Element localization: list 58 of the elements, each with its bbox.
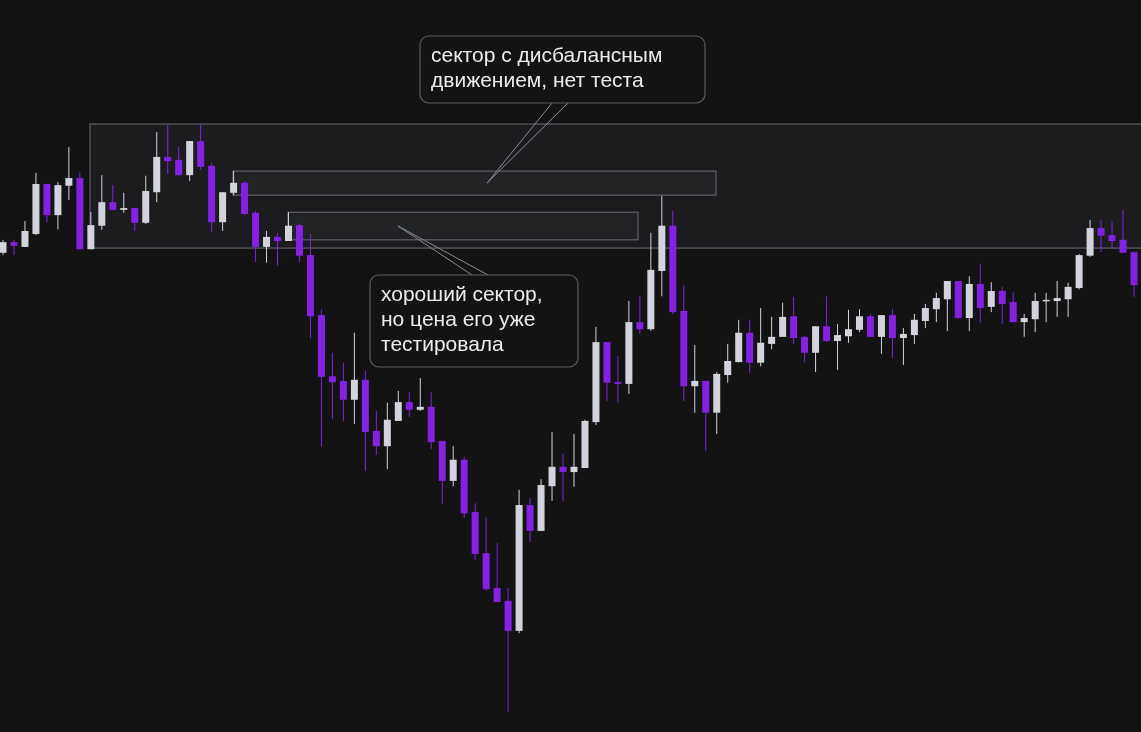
candlestick xyxy=(790,296,798,345)
candlestick xyxy=(910,313,918,345)
candlestick xyxy=(757,307,765,367)
candlestick xyxy=(339,362,347,422)
candlestick xyxy=(285,211,292,242)
candlestick xyxy=(1031,292,1039,333)
candlestick xyxy=(230,170,238,196)
candlestick xyxy=(768,316,776,350)
candlestick xyxy=(636,295,644,335)
candlestick xyxy=(987,281,995,313)
candlestick xyxy=(845,309,853,344)
candlestick xyxy=(866,313,874,338)
candlestick xyxy=(405,391,413,418)
candlestick xyxy=(834,323,842,371)
candlestick xyxy=(372,410,380,456)
candlestick xyxy=(779,302,787,338)
candlestick xyxy=(899,327,907,366)
candlestick xyxy=(932,292,940,323)
candlestick xyxy=(416,377,424,412)
candlestick xyxy=(888,308,896,359)
candlestick xyxy=(21,220,29,248)
candlestick xyxy=(1108,220,1116,249)
text: сектор с дисбалансным движением, нет теста xyxy=(431,43,663,91)
candlestick xyxy=(1097,219,1105,253)
candlestick xyxy=(823,295,831,343)
candlestick xyxy=(394,390,402,422)
candlestick xyxy=(164,124,172,175)
candlestick xyxy=(131,207,139,232)
candlestick xyxy=(493,542,501,603)
candlestick xyxy=(1119,209,1127,254)
candlestick xyxy=(801,335,809,363)
candlestick xyxy=(855,308,863,333)
candlestick xyxy=(175,146,183,177)
candlestick xyxy=(943,280,951,332)
candlestick xyxy=(120,192,128,214)
candlestick xyxy=(1053,280,1061,318)
candlestick xyxy=(449,445,457,487)
candlestick xyxy=(263,230,271,264)
annotation: хороший сектор, но цена его уже тестировала xyxy=(381,282,543,355)
candlestick xyxy=(724,343,732,384)
candlestick xyxy=(328,352,336,420)
candlestick xyxy=(1020,313,1028,338)
candlestick xyxy=(998,286,1006,325)
candlestick xyxy=(274,232,282,267)
candlestick xyxy=(65,146,73,201)
candlestick xyxy=(10,239,18,256)
candlestick xyxy=(109,184,117,211)
candlestick xyxy=(1009,291,1017,323)
candlestick xyxy=(1064,282,1072,318)
candlestick xyxy=(548,431,556,502)
candlestick xyxy=(350,332,358,425)
candlestick xyxy=(877,314,885,355)
candlestick xyxy=(559,453,567,502)
candlestick xyxy=(98,174,106,231)
candlestick xyxy=(921,303,929,329)
candlestick xyxy=(614,355,622,403)
candlestick xyxy=(570,433,578,488)
candlestick xyxy=(691,344,699,414)
